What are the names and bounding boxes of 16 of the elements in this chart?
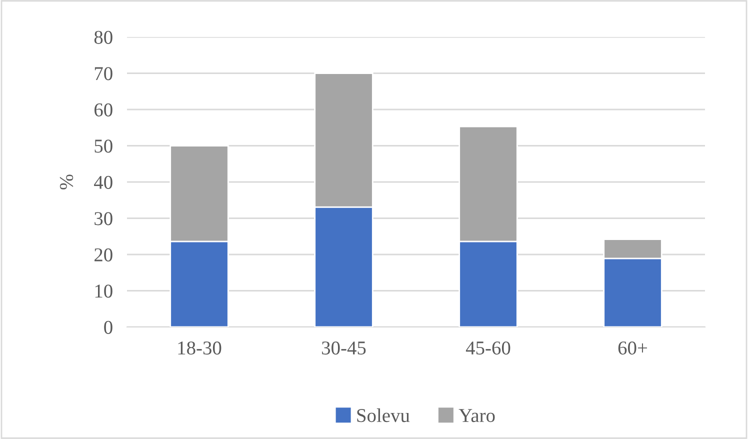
- y-tick-label: 0: [104, 320, 112, 334]
- y-tick-label: 70: [94, 67, 112, 80]
- y-tick-label: 60: [94, 103, 112, 116]
- y-tick-label: 80: [94, 30, 112, 44]
- y-axis-title: %: [60, 174, 74, 190]
- y-tick-label: 10: [95, 284, 112, 298]
- y-tick-label: 40: [94, 176, 112, 189]
- y-tick-label: 50: [94, 140, 112, 153]
- x-tick-label: 30-45: [322, 341, 366, 355]
- y-tick-label: 30: [94, 212, 112, 226]
- y-tick-label: 20: [94, 248, 112, 262]
- legend-label: Solevu: [357, 408, 410, 422]
- x-tick-label: 45-60: [466, 341, 510, 355]
- x-tick-label: 60+: [618, 341, 648, 355]
- x-tick-label: 18-30: [178, 341, 222, 355]
- legend-label: Yaro: [458, 409, 495, 422]
